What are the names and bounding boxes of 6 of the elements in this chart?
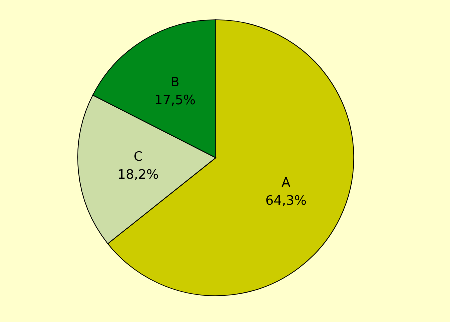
slice-label: A	[282, 176, 291, 191]
slice-label: B	[170, 75, 180, 90]
data-label: 64,3%	[266, 194, 307, 209]
data-label: 17,5%	[154, 93, 196, 108]
data-label: 18,2%	[118, 168, 160, 183]
slice-label: C	[134, 150, 143, 165]
